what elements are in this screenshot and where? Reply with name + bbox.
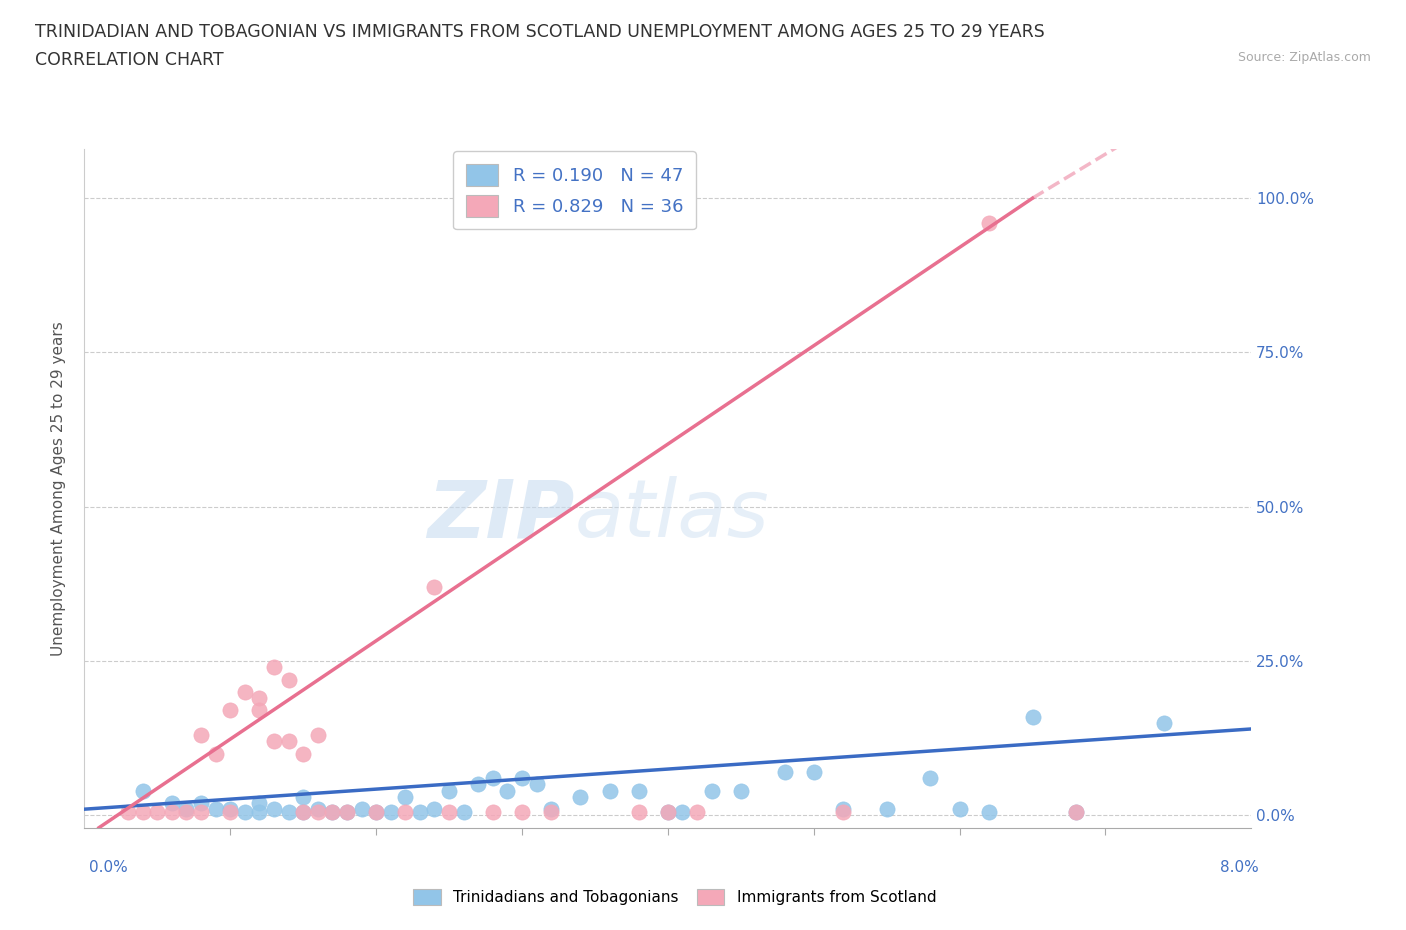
Point <box>627 783 650 798</box>
Point <box>219 802 242 817</box>
Point <box>437 783 460 798</box>
Point <box>233 684 256 699</box>
Point <box>832 802 855 817</box>
Point <box>146 804 169 819</box>
Point <box>627 804 650 819</box>
Point <box>336 804 359 819</box>
Point <box>481 771 505 786</box>
Point <box>540 802 562 817</box>
Point <box>599 783 621 798</box>
Point <box>453 804 475 819</box>
Point <box>132 804 155 819</box>
Point <box>321 804 343 819</box>
Point <box>190 795 212 810</box>
Point <box>510 771 533 786</box>
Point <box>803 764 825 779</box>
Point <box>657 804 679 819</box>
Text: 8.0%: 8.0% <box>1219 860 1258 875</box>
Text: 0.0%: 0.0% <box>89 860 128 875</box>
Point <box>249 691 271 706</box>
Point <box>700 783 723 798</box>
Point <box>366 804 388 819</box>
Point <box>292 804 315 819</box>
Point <box>977 804 1000 819</box>
Point <box>204 802 226 817</box>
Point <box>423 579 446 594</box>
Point <box>336 804 359 819</box>
Legend: Trinidadians and Tobagonians, Immigrants from Scotland: Trinidadians and Tobagonians, Immigrants… <box>406 882 943 913</box>
Point <box>481 804 505 819</box>
Point <box>510 804 533 819</box>
Point <box>832 804 855 819</box>
Point <box>380 804 402 819</box>
Point <box>277 672 299 687</box>
Point <box>467 777 489 792</box>
Point <box>920 771 942 786</box>
Point <box>409 804 432 819</box>
Point <box>249 703 271 718</box>
Point <box>686 804 709 819</box>
Point <box>437 804 460 819</box>
Point <box>671 804 693 819</box>
Point <box>1066 804 1088 819</box>
Point <box>117 804 139 819</box>
Point <box>1021 710 1043 724</box>
Point <box>277 734 299 749</box>
Legend: R = 0.190   N = 47, R = 0.829   N = 36: R = 0.190 N = 47, R = 0.829 N = 36 <box>453 151 696 230</box>
Point <box>160 795 183 810</box>
Point <box>876 802 898 817</box>
Point <box>160 804 183 819</box>
Point <box>263 734 285 749</box>
Point <box>263 802 285 817</box>
Y-axis label: Unemployment Among Ages 25 to 29 years: Unemployment Among Ages 25 to 29 years <box>51 321 66 656</box>
Point <box>233 804 256 819</box>
Point <box>249 795 271 810</box>
Point <box>176 804 198 819</box>
Point <box>1153 715 1175 730</box>
Point <box>540 804 562 819</box>
Point <box>263 659 285 674</box>
Point <box>292 746 315 761</box>
Point <box>292 804 315 819</box>
Point <box>730 783 752 798</box>
Text: Source: ZipAtlas.com: Source: ZipAtlas.com <box>1237 51 1371 64</box>
Point <box>949 802 972 817</box>
Point <box>307 727 329 742</box>
Point <box>204 746 226 761</box>
Point <box>277 804 299 819</box>
Point <box>366 804 388 819</box>
Text: ZIP: ZIP <box>427 476 575 554</box>
Point <box>1066 804 1088 819</box>
Point <box>219 804 242 819</box>
Point <box>394 804 416 819</box>
Point <box>350 802 373 817</box>
Point <box>307 802 329 817</box>
Point <box>657 804 679 819</box>
Point <box>526 777 548 792</box>
Point <box>249 804 271 819</box>
Point <box>307 804 329 819</box>
Point <box>190 727 212 742</box>
Point <box>292 790 315 804</box>
Point <box>132 783 155 798</box>
Point <box>569 790 592 804</box>
Text: CORRELATION CHART: CORRELATION CHART <box>35 51 224 69</box>
Point <box>394 790 416 804</box>
Text: TRINIDADIAN AND TOBAGONIAN VS IMMIGRANTS FROM SCOTLAND UNEMPLOYMENT AMONG AGES 2: TRINIDADIAN AND TOBAGONIAN VS IMMIGRANTS… <box>35 23 1045 41</box>
Point <box>219 703 242 718</box>
Point <box>977 216 1000 231</box>
Text: atlas: atlas <box>575 476 769 554</box>
Point <box>190 804 212 819</box>
Point <box>176 802 198 817</box>
Point <box>423 802 446 817</box>
Point <box>321 804 343 819</box>
Point <box>496 783 519 798</box>
Point <box>773 764 796 779</box>
